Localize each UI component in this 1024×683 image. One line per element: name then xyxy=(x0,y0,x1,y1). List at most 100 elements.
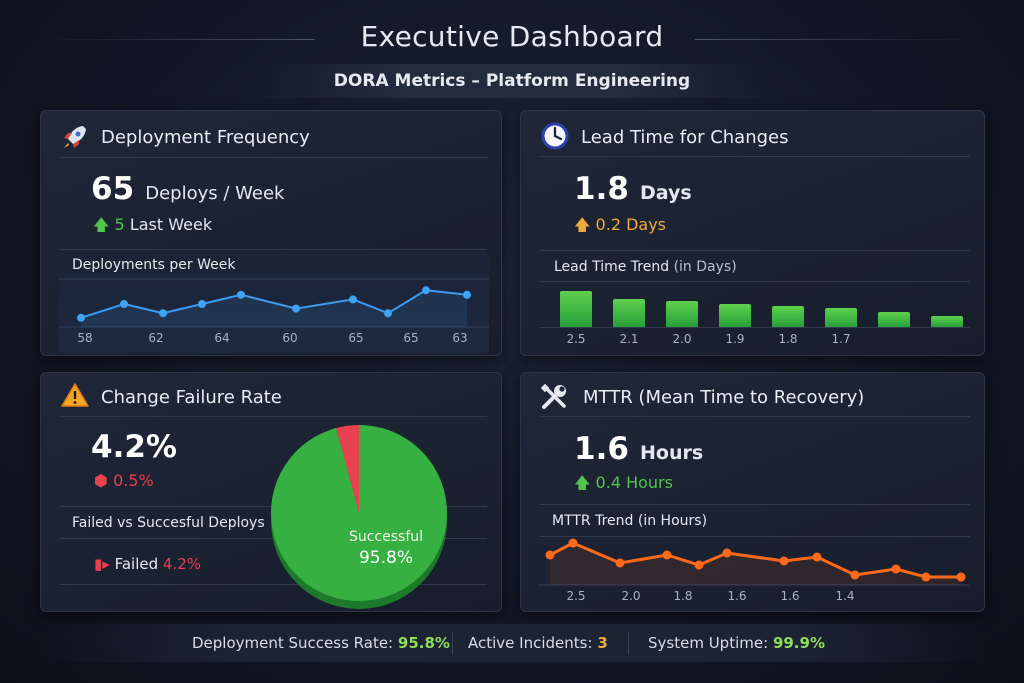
card-title: MTTR (Mean Time to Recovery) xyxy=(583,387,865,408)
lead-time-card: Lead Time for Changes 1.8 Days 🡅 0.2 Day… xyxy=(520,110,985,356)
data-point xyxy=(850,570,860,580)
line-area xyxy=(550,543,961,585)
chart-title: Lead Time Trend xyxy=(554,259,670,275)
data-point xyxy=(545,550,555,560)
delta-label: Last Week xyxy=(129,215,213,234)
lead-time-bar xyxy=(719,303,751,327)
lead-time-tick-label: 2.5 xyxy=(566,332,586,346)
failure-pie-chart xyxy=(271,425,448,609)
deploy-frequency-value: 65 xyxy=(91,171,135,207)
divider xyxy=(539,250,970,251)
deploy-frequency-unit: Deploys / Week xyxy=(145,183,285,204)
arrow-up-icon: 🡅 xyxy=(574,473,591,492)
delta-value: 0.4 Hours xyxy=(595,473,673,492)
mttr-unit: Hours xyxy=(640,442,704,464)
footer-summary: Deployment Success Rate: 95.8% Active In… xyxy=(40,624,985,662)
failed-legend-icon: ▮▸ xyxy=(94,555,110,573)
divider xyxy=(59,584,487,585)
mttr-value: 1.6 xyxy=(574,431,629,467)
data-point xyxy=(237,290,245,299)
chart-title-suffix: (in Days) xyxy=(673,259,737,275)
data-point xyxy=(292,304,300,313)
mttr-line-chart xyxy=(539,538,969,586)
divider xyxy=(452,632,453,654)
success-rate-value: 95.8% xyxy=(397,634,450,652)
title-divider-left xyxy=(45,39,315,40)
lead-time-bar xyxy=(560,291,592,327)
data-point xyxy=(77,313,85,322)
data-point xyxy=(384,309,392,318)
card-title: Change Failure Rate xyxy=(101,387,282,408)
lead-time-bar xyxy=(666,301,698,327)
deployment-frequency-card: Deployment Frequency 65 Deploys / Week 🡅… xyxy=(40,110,502,356)
deployments-tick-label: 62 xyxy=(148,331,164,345)
data-point xyxy=(956,572,966,582)
data-point xyxy=(662,550,672,560)
divider xyxy=(59,416,487,417)
active-incidents-label: Active Incidents: xyxy=(468,634,593,652)
mttr-tick-label: 1.4 xyxy=(835,589,855,603)
deployments-line xyxy=(80,289,468,319)
active-incidents-value: 3 xyxy=(597,634,608,652)
lead-time-value: 1.8 xyxy=(574,171,629,207)
lead-time-bar xyxy=(772,305,804,327)
divider xyxy=(59,249,487,250)
clock-icon xyxy=(541,122,569,150)
data-point xyxy=(694,560,704,570)
lead-time-tick-label: 1.9 xyxy=(725,332,745,346)
delta-value: 5 xyxy=(114,215,125,234)
title-divider-right xyxy=(695,39,977,40)
lead-time-bar xyxy=(878,311,910,327)
data-point xyxy=(422,286,430,295)
arrow-up-icon: 🡅 xyxy=(93,215,110,234)
data-point xyxy=(891,564,901,574)
data-point xyxy=(812,552,822,562)
data-point xyxy=(159,309,167,318)
lead-time-unit: Days xyxy=(640,182,692,204)
warning-icon xyxy=(61,383,89,407)
lead-time-tick-label: 2.1 xyxy=(619,332,639,346)
divider xyxy=(539,156,970,157)
pie-success-value: 95.8% xyxy=(358,548,413,568)
rocket-icon xyxy=(64,126,86,148)
chart-title: MTTR Trend (in Hours) xyxy=(552,513,708,529)
pie-slice-successful xyxy=(271,425,448,601)
system-uptime-label: System Uptime: xyxy=(648,634,769,652)
lead-time-tick-label: 2.0 xyxy=(672,332,692,346)
page-subtitle: DORA Metrics – Platform Engineering xyxy=(250,64,774,98)
mttr-card: MTTR (Mean Time to Recovery) 1.6 Hours 🡅… xyxy=(520,372,985,612)
page-title: Executive Dashboard xyxy=(360,20,664,53)
deployments-tick-label: 65 xyxy=(348,331,364,345)
data-point xyxy=(568,538,578,548)
tools-icon xyxy=(540,383,566,409)
mttr-tick-label: 1.6 xyxy=(780,589,800,603)
data-point xyxy=(779,556,789,566)
system-uptime-value: 99.9% xyxy=(772,634,825,652)
line-area xyxy=(81,290,467,327)
divider xyxy=(539,281,970,282)
deployments-tick-label: 60 xyxy=(282,331,298,345)
change-failure-value: 4.2% xyxy=(91,429,177,465)
divider xyxy=(59,157,487,158)
deployments-tick-label: 63 xyxy=(452,331,468,345)
mttr-tick-label: 2.0 xyxy=(621,589,641,603)
data-point xyxy=(722,548,732,558)
data-point xyxy=(921,572,931,582)
deployments-tick-label: 65 xyxy=(403,331,419,345)
card-title: Lead Time for Changes xyxy=(581,127,789,148)
data-point xyxy=(615,558,625,568)
pie-success-label: Successful xyxy=(348,529,424,545)
arrow-up-icon: 🡅 xyxy=(574,215,591,234)
data-point xyxy=(463,290,471,299)
mttr-tick-label: 1.8 xyxy=(673,589,693,603)
mttr-tick-label: 2.5 xyxy=(566,589,586,603)
deployments-line-chart xyxy=(59,278,489,328)
data-point xyxy=(198,300,206,308)
chart-baseline xyxy=(539,327,970,328)
mttr-line xyxy=(549,541,961,579)
delta-value: 0.5% xyxy=(113,471,154,490)
divider xyxy=(539,536,970,537)
deployments-chart-panel xyxy=(59,251,489,353)
lead-time-bar xyxy=(613,299,645,327)
divider xyxy=(628,632,629,654)
